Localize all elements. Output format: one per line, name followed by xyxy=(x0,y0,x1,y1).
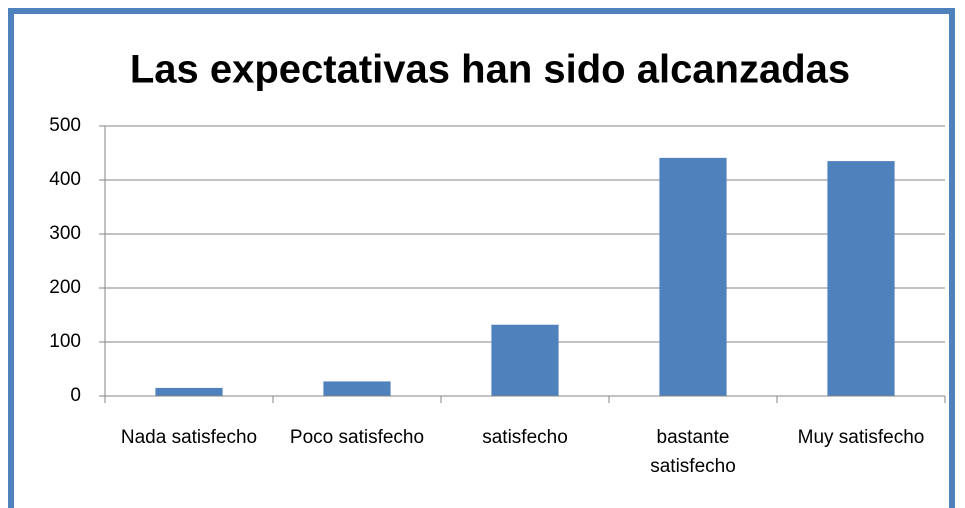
chart-title: Las expectativas han sido alcanzadas xyxy=(130,48,850,92)
y-tick-label: 400 xyxy=(49,169,81,190)
y-tick-label: 500 xyxy=(49,115,81,136)
x-tick-label: satisfecho xyxy=(482,427,568,448)
x-tick-label: bastante satisfecho xyxy=(650,427,736,477)
chart-border xyxy=(8,8,955,508)
bar xyxy=(155,387,223,396)
bar xyxy=(323,381,391,396)
bar xyxy=(827,161,895,396)
y-tick-label: 0 xyxy=(70,385,81,406)
x-tick-label: Nada satisfecho xyxy=(120,427,258,448)
x-tick-label: Poco satisfecho xyxy=(289,427,425,448)
bar xyxy=(659,157,727,396)
y-tick-label: 200 xyxy=(49,277,81,298)
y-tick-label: 300 xyxy=(49,223,81,244)
x-tick-label: Muy satisfecho xyxy=(797,427,925,448)
y-tick-label: 100 xyxy=(49,331,81,352)
bar xyxy=(491,324,559,396)
